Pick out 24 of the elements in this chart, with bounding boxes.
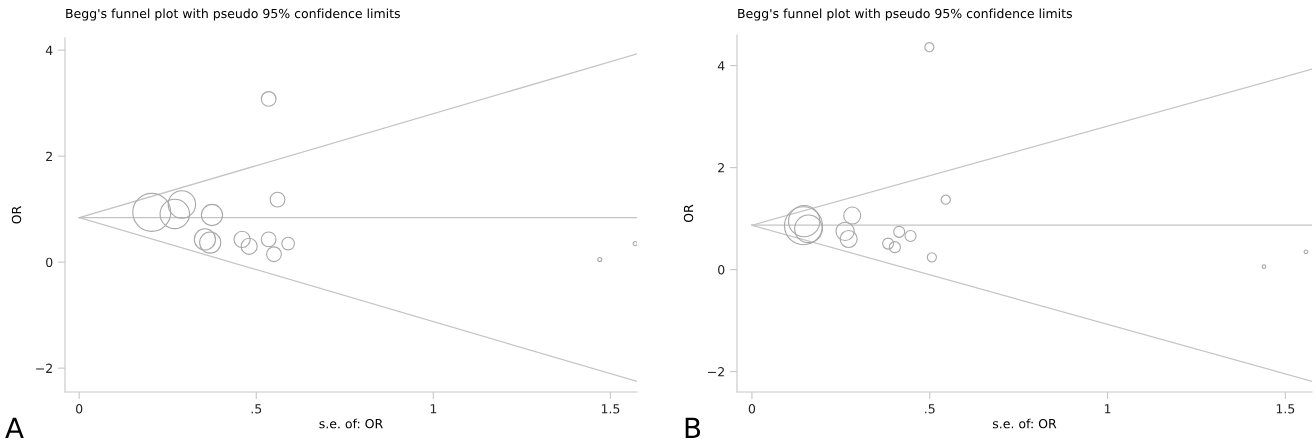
x-tick-label: .5	[925, 404, 935, 414]
x-axis-title: s.e. of: OR	[319, 418, 383, 429]
text: B	[685, 417, 701, 438]
y-tick-label: 4	[717, 61, 725, 71]
chart-title: Begg's funnel plot with pseudo 95% confidence limits	[738, 8, 1072, 21]
chart-title: Begg's funnel plot with pseudo 95% confidence limits	[66, 8, 400, 21]
x-tick-label: 0	[748, 404, 756, 414]
x-tick-label: 1.5	[601, 404, 620, 414]
y-tick-label: 0	[718, 265, 725, 275]
y-axis-title: OR	[683, 204, 694, 223]
y-tick-label: 2	[46, 151, 52, 161]
y-tick-label: −2	[708, 367, 724, 377]
y-tick-label: 2	[718, 163, 724, 173]
x-tick-label: 1.5	[1276, 404, 1295, 414]
x-tick-label: 0	[76, 404, 83, 414]
x-tick-label: .5	[251, 404, 262, 414]
y-tick-label: −2	[36, 363, 52, 373]
y-tick-label: 0	[46, 257, 53, 268]
x-axis-title: s.e. of: OR	[992, 418, 1057, 429]
y-tick-label: 4	[45, 45, 53, 55]
text: A	[5, 417, 24, 438]
x-tick-label: 1	[1104, 404, 1111, 414]
x-tick-label: 1	[430, 404, 437, 414]
y-axis-title: OR	[11, 206, 22, 224]
